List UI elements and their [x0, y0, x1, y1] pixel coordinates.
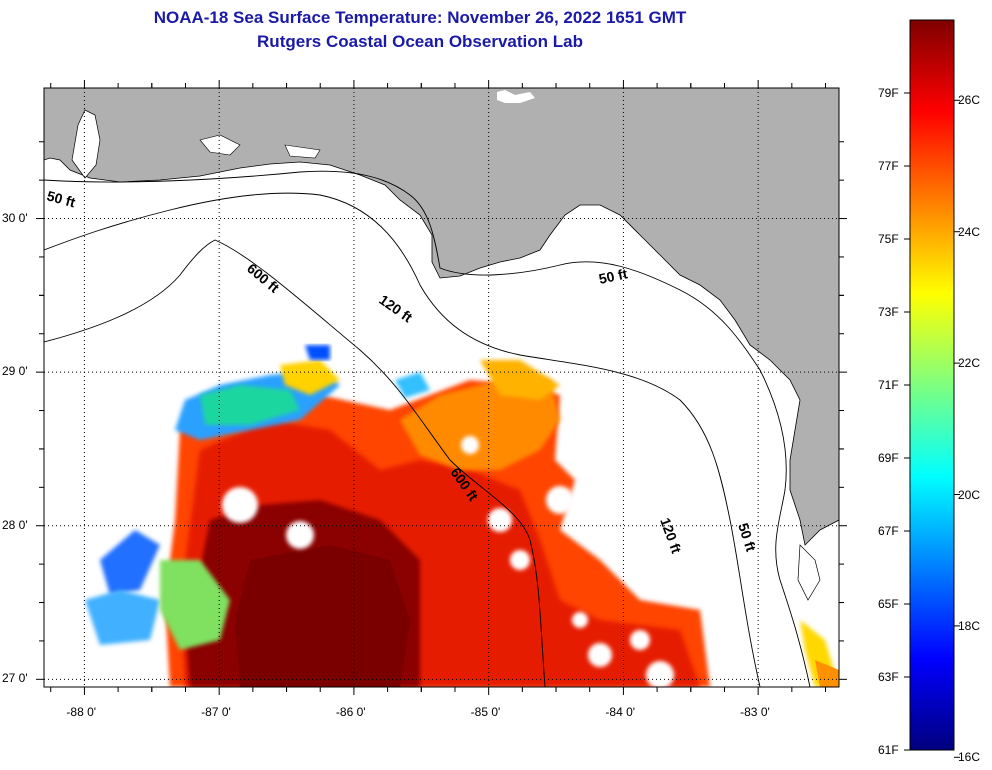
lon-tick-label: -84 0' — [605, 705, 636, 719]
lat-tick-label: 27 0' — [2, 671, 28, 686]
colorbar-f-label: 61F — [878, 743, 899, 757]
colorbar-c-label: 16C — [958, 750, 981, 765]
lat-tick-label: 29 0' — [2, 364, 28, 379]
contour-label: 50 ft — [597, 265, 629, 287]
plot-frame — [43, 87, 840, 688]
lon-tick-label: -85 0' — [470, 705, 501, 719]
colorbar-c-label: 24C — [958, 224, 981, 239]
map-subtitle: Rutgers Coastal Ocean Observation Lab — [257, 32, 583, 51]
colorbar-f-label: 73F — [878, 305, 899, 319]
colorbar-c-label: 20C — [958, 487, 981, 502]
colorbar-c-label: 18C — [958, 618, 981, 633]
colorbar-f-label: 69F — [878, 451, 899, 465]
bathymetry-contours — [44, 170, 811, 687]
colorbar — [909, 19, 955, 751]
colorbar-f-label: 67F — [878, 524, 899, 538]
colorbar-f-label: 77F — [878, 159, 899, 173]
land-mass — [44, 88, 839, 546]
colorbar-f-label: 79F — [878, 86, 899, 100]
map-title: NOAA-18 Sea Surface Temperature: Novembe… — [153, 8, 687, 27]
colorbar-f-label: 63F — [878, 670, 899, 684]
lon-tick-label: -83 0' — [740, 705, 770, 719]
colorbar-c-label: 22C — [958, 356, 981, 371]
colorbar-f-label: 75F — [878, 232, 899, 246]
contour-label: 50 ft — [45, 187, 77, 210]
lat-tick-label: 28 0' — [2, 517, 28, 532]
lon-tick-label: -86 0' — [335, 705, 366, 719]
graticule — [44, 88, 839, 687]
lon-tick-label: -88 0' — [66, 705, 97, 719]
colorbar-f-label: 71F — [878, 378, 899, 392]
lat-tick-label: 30 0' — [2, 210, 28, 225]
colorbar-c-label: 26C — [958, 93, 981, 108]
colorbar-f-label: 65F — [878, 597, 899, 611]
lon-tick-label: -87 0' — [201, 705, 231, 719]
